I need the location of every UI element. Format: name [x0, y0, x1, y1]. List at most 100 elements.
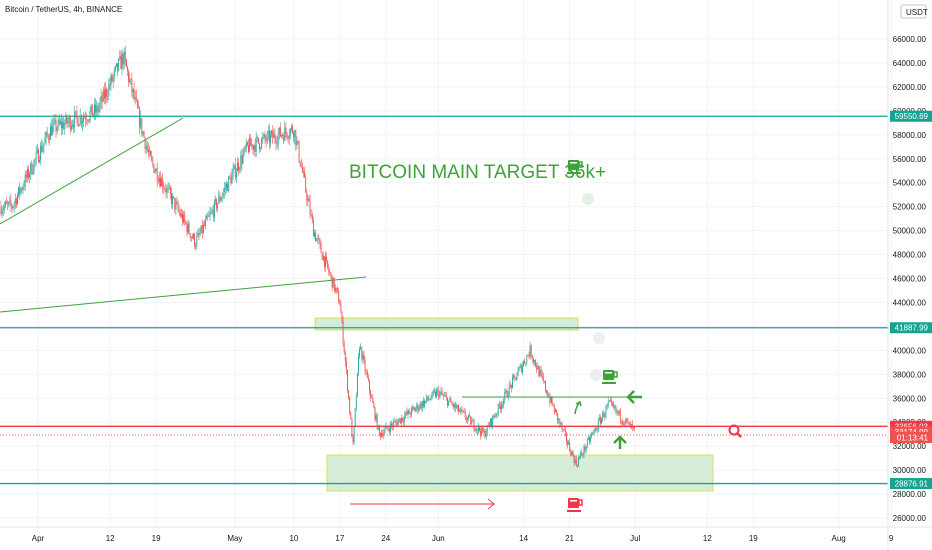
candle-body	[363, 354, 365, 361]
candle-body	[402, 417, 403, 421]
symbol-title[interactable]: Bitcoin / TetherUS, 4h, BINANCE	[5, 5, 122, 14]
candle-body	[307, 198, 309, 201]
candle-body	[72, 124, 73, 126]
price-tick-label: 36000.00	[893, 394, 927, 403]
candle-body	[57, 119, 59, 129]
candle-body	[139, 108, 141, 128]
candle-body	[30, 163, 32, 175]
candle-body	[400, 417, 402, 424]
candle-body	[408, 410, 410, 414]
candle-body	[339, 302, 341, 305]
candle-body	[619, 410, 621, 421]
candle-body	[53, 121, 55, 126]
support-trendline[interactable]	[0, 276, 367, 313]
candle-body	[166, 188, 168, 193]
candle-body	[135, 96, 137, 101]
price-label-box	[890, 478, 932, 490]
candle-body	[190, 236, 192, 238]
candle-body	[87, 120, 89, 122]
candle-body	[382, 433, 384, 437]
candle-body	[306, 191, 308, 201]
candle-body	[318, 238, 320, 241]
candle-body	[40, 145, 42, 160]
candle-body	[167, 187, 169, 189]
candle-body	[592, 432, 594, 435]
magnifier-icon[interactable]	[728, 424, 742, 438]
price-label: 59550.69	[895, 112, 929, 121]
candle-body	[550, 396, 552, 403]
candle-body	[460, 408, 462, 412]
rising-trendline[interactable]	[0, 117, 184, 225]
candle-body	[201, 225, 203, 233]
candle-body	[143, 131, 145, 138]
currency-button[interactable]: USDT	[900, 4, 928, 19]
candle-body	[182, 213, 183, 223]
candle-body	[241, 155, 243, 164]
candle-body	[94, 104, 95, 114]
candle-body	[65, 115, 67, 124]
candle-body	[399, 418, 401, 424]
candle-body	[299, 160, 301, 166]
candle-body	[76, 111, 78, 118]
candle-body	[270, 134, 271, 143]
candle-body	[542, 376, 544, 382]
faint-marker	[590, 369, 602, 381]
candle-body	[414, 408, 416, 411]
candle-body	[243, 147, 245, 154]
arrow-right-icon	[350, 498, 495, 510]
price-tick-label: 56000.00	[893, 155, 927, 164]
candle-body	[633, 427, 634, 428]
candle-body	[75, 111, 77, 113]
candle-body	[600, 418, 601, 424]
candle-body	[395, 421, 397, 423]
candle-body	[405, 411, 407, 416]
candle-body	[316, 238, 318, 241]
candle-body	[196, 236, 198, 247]
candle-body	[286, 132, 288, 138]
price-axis[interactable]: 26000.0028000.0030000.0032000.0034000.00…	[893, 35, 927, 523]
candle-body	[219, 195, 221, 201]
candle-body	[352, 437, 354, 443]
time-tick-label: 21	[565, 534, 574, 543]
candle-body	[517, 370, 519, 376]
candle-body	[100, 95, 102, 102]
candle-body	[506, 390, 508, 397]
candle-body	[285, 127, 287, 133]
candle-body	[231, 174, 233, 184]
candle-body	[334, 287, 336, 291]
candle-body	[562, 429, 564, 430]
candle-body	[432, 391, 434, 393]
candle-body	[418, 408, 420, 411]
price-tick-label: 30000.00	[893, 466, 927, 475]
candle-body	[127, 67, 128, 72]
candle-body	[78, 124, 80, 127]
candle-body	[495, 414, 497, 417]
candle-body	[176, 202, 178, 204]
candle-body	[463, 411, 465, 413]
price-label: 41887.99	[895, 324, 929, 333]
candle-body	[618, 410, 620, 414]
candle-body	[609, 400, 611, 402]
candle-body	[223, 188, 225, 192]
candle-body	[501, 404, 502, 409]
candle-body	[61, 121, 62, 128]
candle-body	[491, 418, 493, 426]
time-tick-label: 19	[152, 534, 161, 543]
candle-body	[98, 107, 100, 112]
candle-body	[33, 160, 35, 172]
candle-body	[180, 213, 182, 217]
candle-body	[376, 415, 378, 430]
candle-body	[623, 423, 625, 425]
candle-body	[191, 236, 193, 239]
candle-body	[574, 459, 576, 464]
price-tick-label: 46000.00	[893, 275, 927, 284]
candle-body	[254, 145, 256, 152]
candle-body	[450, 398, 452, 403]
time-tick-label: Jun	[432, 534, 445, 543]
annotation-text[interactable]: BITCOIN MAIN TARGET 36k+	[349, 162, 606, 183]
candle-body	[329, 272, 331, 274]
candle-body	[84, 117, 86, 119]
candle-body	[417, 404, 419, 411]
